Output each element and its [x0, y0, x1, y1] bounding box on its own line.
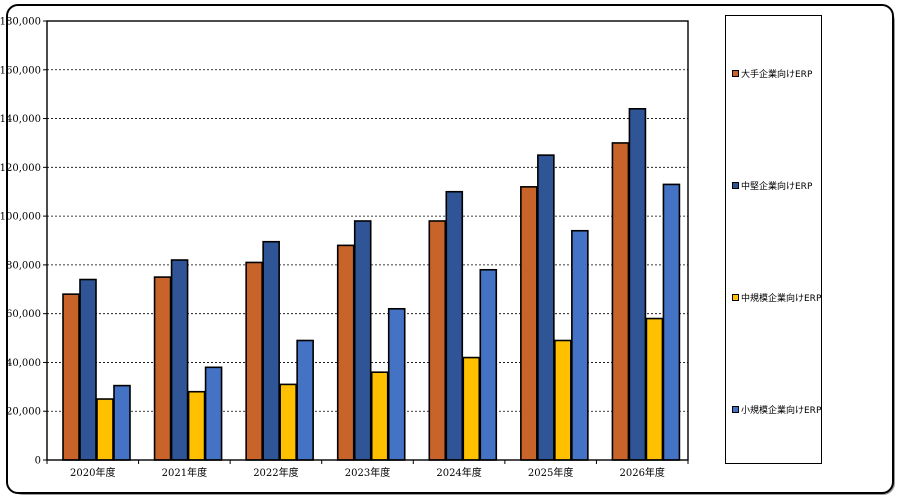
y-tick-label: 140,000 [0, 114, 41, 125]
bar-1 [62, 293, 80, 461]
y-tick-label: 180,000 [0, 17, 41, 28]
bar-3 [462, 356, 481, 461]
bar-4 [662, 183, 681, 461]
x-tick-label: 2026年度 [619, 466, 664, 479]
bar-1 [428, 220, 447, 461]
bar-3 [370, 371, 389, 461]
bar-2 [537, 154, 555, 461]
bar-1 [611, 142, 630, 461]
y-tick-label: 40,000 [6, 358, 41, 369]
bar-1 [245, 261, 263, 461]
bar-3 [279, 383, 297, 461]
x-tick-label: 2024年度 [436, 466, 481, 479]
bar-1 [153, 276, 172, 461]
bars [62, 108, 681, 461]
bar-2 [353, 220, 372, 461]
bar-4 [204, 366, 223, 461]
bar-4 [479, 268, 498, 461]
legend-swatch [732, 406, 739, 413]
y-tick-label: 100,000 [0, 212, 41, 223]
bar-2 [445, 190, 464, 461]
axes: 0 20,000 40,000 60,000 80,000 100,000 120,000 1… [0, 17, 689, 479]
legend-label: 小規模企業向けERP [741, 406, 822, 416]
bar-4 [113, 384, 131, 461]
legend-swatch [732, 294, 739, 301]
x-tick-label: 2022年度 [253, 466, 298, 479]
legend-item-small: 小規模企業向けERP [732, 403, 821, 416]
y-tick-label: 20,000 [6, 407, 41, 418]
legend-swatch [732, 70, 739, 77]
x-tick-label: 2020年度 [70, 466, 115, 479]
legend-item-mid: 中堅企業向けERP [732, 179, 812, 192]
y-tick-label: 0 [35, 456, 41, 467]
legend: 大手企業向けERP 中堅企業向けERP 中規模企業向けERP 小規模企業向けER… [725, 15, 822, 464]
legend-label: 中堅企業向けERP [741, 182, 813, 192]
y-tick-label: 120,000 [0, 163, 41, 174]
y-tick-label: 160,000 [0, 65, 41, 76]
x-tick-label: 2025年度 [528, 466, 573, 479]
bar-4 [296, 339, 314, 461]
bar-3 [554, 339, 572, 461]
legend-label: 大手企業向けERP [741, 70, 813, 80]
bar-3 [645, 317, 664, 461]
bar-2 [628, 108, 647, 461]
legend-label: 中規模企業向けERP [741, 294, 822, 304]
legend-item-large: 大手企業向けERP [732, 67, 812, 80]
bar-3 [96, 398, 114, 461]
bar-3 [187, 390, 206, 461]
bar-1 [336, 244, 355, 461]
bar-4 [571, 229, 589, 461]
plot-border [46, 20, 689, 461]
bar-4 [387, 307, 406, 461]
bar-1 [520, 186, 538, 461]
bar-2 [79, 278, 97, 461]
legend-swatch [732, 182, 739, 189]
y-tick-label: 60,000 [6, 309, 41, 320]
bar-2 [170, 259, 189, 461]
x-tick-label: 2023年度 [345, 466, 390, 479]
y-tick-label: 80,000 [6, 260, 41, 271]
legend-item-medium: 中規模企業向けERP [732, 291, 821, 304]
x-tick-label: 2021年度 [162, 466, 207, 479]
bar-2 [262, 240, 280, 461]
